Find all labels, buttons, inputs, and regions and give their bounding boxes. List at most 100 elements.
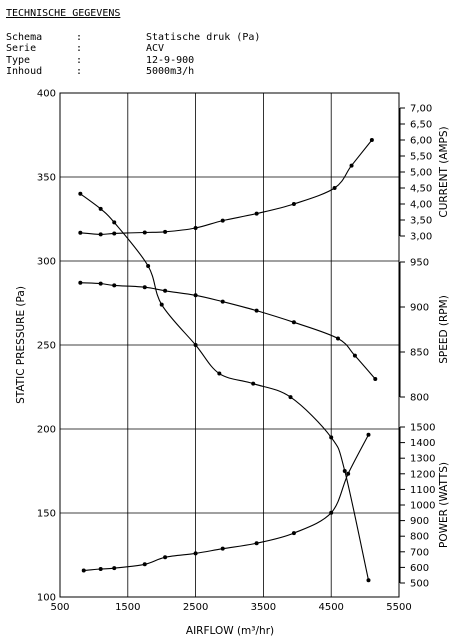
power-tick-label: 700 (410, 547, 429, 558)
current-data-point (349, 163, 354, 168)
pressure-data-point (146, 264, 151, 269)
spec-row-schema: Schema : Statische druk (Pa) (6, 32, 306, 44)
pressure-tick-label: 350 (37, 173, 56, 184)
chart-labels: 500 1500 2500 3500 4500 5500 100 150 200 250 300 35… (15, 89, 450, 638)
speed-data-point (112, 283, 117, 288)
spec-row-inhoud: Inhoud : 5000m3/h (6, 66, 306, 78)
x-tick-label: 2500 (183, 602, 208, 613)
spec-row-type: Type : 12-9-900 (6, 55, 306, 67)
speed-data-point (220, 299, 225, 304)
spec-label: Type (6, 54, 31, 66)
current-data-point (291, 202, 296, 206)
pressure-data-point (98, 206, 103, 211)
power-tick-label: 600 (410, 563, 429, 574)
current-data-point (163, 229, 168, 234)
current-data-point (369, 138, 374, 142)
current-data-point (332, 186, 337, 190)
chart-series (78, 138, 378, 583)
pressure-data-point (342, 469, 347, 473)
current-tick-label: 4,00 (410, 200, 432, 211)
plot-frame (59, 92, 400, 598)
power-tick-label: 900 (410, 516, 429, 527)
speed-data-point (163, 288, 168, 293)
power-tick-label: 1500 (410, 423, 435, 434)
current-data-point (98, 232, 103, 237)
power-tick-label: 1000 (410, 501, 435, 512)
power-data-point (291, 531, 296, 536)
power-tick-label: 1300 (410, 454, 435, 465)
pressure-tick-label: 150 (37, 509, 56, 520)
pressure-data-point (251, 381, 256, 386)
power-data-point (112, 566, 117, 571)
speed-data-point (98, 281, 103, 286)
pressure-data-point (193, 343, 198, 347)
spec-value: 5000m3/h (146, 66, 195, 77)
current-tick-label: 7,00 (410, 104, 432, 115)
spec-label: Schema (6, 31, 43, 43)
spec-separator: : (76, 54, 83, 66)
power-tick-label: 800 (410, 532, 429, 543)
current-axis-label: CURRENT (AMPS) (438, 126, 450, 217)
speed-data-point (78, 280, 83, 285)
pressure-tick-label: 250 (37, 341, 56, 352)
current-tick-label: 3,50 (410, 216, 432, 227)
spec-row-serie: Serie : ACV (6, 43, 306, 55)
chart-grid (59, 92, 400, 598)
pressure-data-point (78, 191, 83, 196)
power-data-point (81, 568, 86, 573)
power-data-point (193, 551, 198, 556)
pressure-tick-label: 300 (37, 257, 56, 268)
pressure-tick-label: 100 (37, 593, 56, 604)
spec-separator: : (76, 66, 83, 77)
current-tick-label: 6,00 (410, 136, 432, 147)
spec-separator: : (76, 31, 83, 43)
current-tick-label: 5,50 (410, 152, 432, 163)
pressure-data-point (112, 220, 117, 225)
speed-data-point (142, 285, 147, 290)
current-tick-label: 6,50 (410, 120, 432, 131)
x-tick-label: 500 (50, 602, 69, 613)
speed-data-point (352, 353, 357, 358)
x-tick-label: 4500 (318, 602, 343, 613)
speed-axis-label: SPEED (RPM) (438, 295, 450, 364)
spec-value: ACV (146, 43, 165, 54)
pressure-data-point (366, 578, 371, 583)
current-curve (80, 139, 373, 235)
current-tick-label: 5,00 (410, 168, 432, 179)
current-tick-label: 3,00 (410, 232, 432, 243)
speed-tick-label: 800 (410, 393, 429, 404)
power-data-point (220, 546, 225, 551)
power-data-point (254, 541, 259, 546)
speed-data-point (291, 320, 296, 325)
pressure-data-point (288, 395, 293, 400)
power-tick-label: 1100 (410, 485, 435, 496)
spec-value: Statische druk (Pa) (146, 31, 261, 43)
current-data-point (112, 231, 117, 236)
power-data-point (329, 510, 334, 515)
current-data-point (254, 211, 259, 216)
current-data-point (193, 226, 198, 230)
power-tick-label: 1400 (410, 438, 435, 449)
power-data-point (163, 555, 168, 560)
current-tick-label: 4,50 (410, 184, 432, 195)
power-curve (83, 434, 369, 572)
pressure-data-point (329, 435, 334, 440)
spec-header: TECHNISCHE GEGEVENS Schema : Statische d… (6, 8, 306, 78)
speed-data-point (254, 308, 259, 313)
spec-title: TECHNISCHE GEGEVENS (6, 8, 121, 19)
power-axis-label: POWER (WATTS) (438, 462, 450, 548)
pressure-tick-label: 400 (37, 89, 56, 100)
power-tick-label: 500 (410, 579, 429, 590)
power-data-point (366, 432, 371, 437)
current-data-point (78, 230, 83, 235)
speed-tick-label: 900 (410, 303, 429, 314)
pressure-data-point (217, 371, 222, 376)
current-data-point (142, 230, 147, 235)
current-data-point (220, 218, 225, 223)
spec-value: 12-9-900 (146, 54, 195, 66)
spec-label: Serie (6, 43, 37, 54)
pressure-data-point (159, 302, 164, 307)
power-tick-label: 1200 (410, 469, 435, 480)
spec-label: Inhoud (6, 66, 43, 77)
